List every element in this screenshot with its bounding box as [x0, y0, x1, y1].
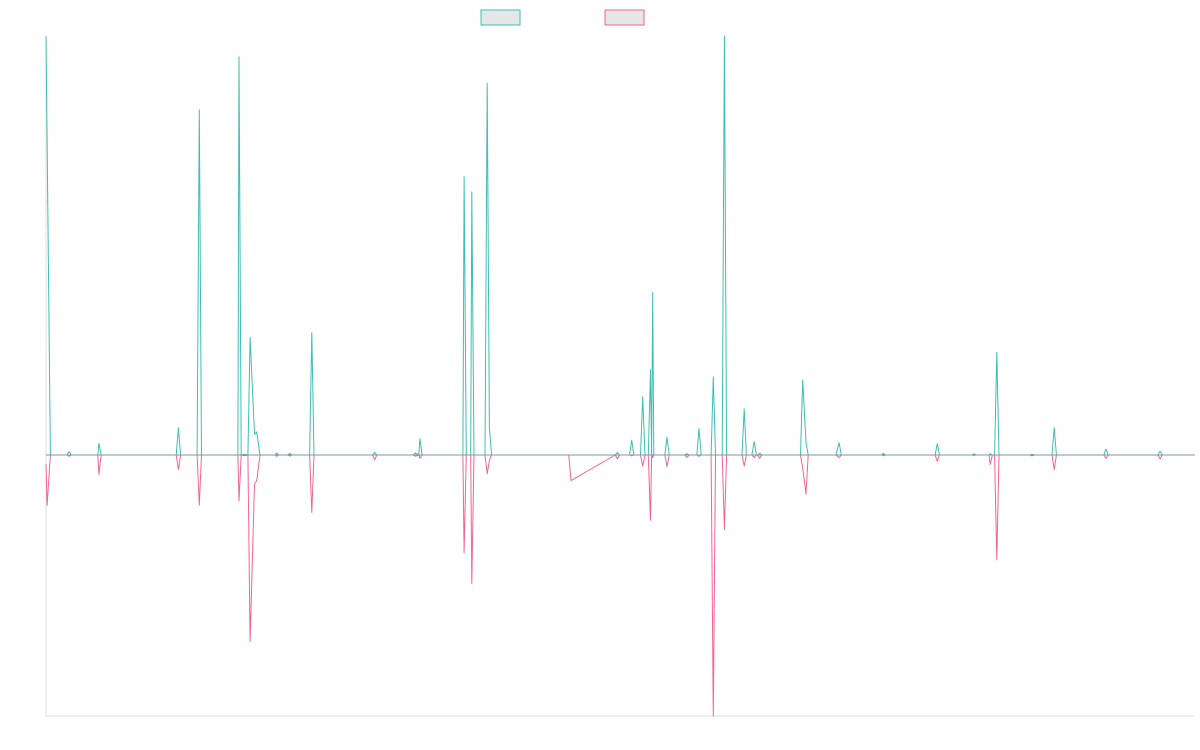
series-layer — [45, 35, 1195, 717]
legend — [480, 9, 645, 26]
series-line-2 — [45, 454, 1194, 717]
legend-swatch-2[interactable] — [604, 9, 645, 26]
axes — [45, 36, 1195, 717]
series-line-1 — [45, 35, 1194, 456]
legend-swatch-1[interactable] — [480, 9, 521, 26]
